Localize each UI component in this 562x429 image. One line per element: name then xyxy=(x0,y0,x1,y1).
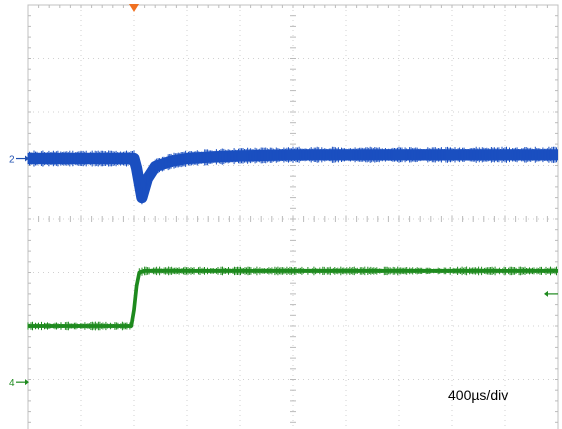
trace-area xyxy=(27,146,558,331)
marker-layer: 24 xyxy=(9,4,558,389)
trace-noise-channel-4 xyxy=(27,266,557,331)
channel-4-marker-arrowhead xyxy=(25,379,29,386)
timebase-label: 400µs/div xyxy=(448,387,508,403)
channel-4-marker-label: 4 xyxy=(9,378,15,389)
graticule xyxy=(27,4,559,429)
channel-2-marker-arrowhead xyxy=(25,155,29,162)
trigger-level-marker xyxy=(544,290,548,297)
channel-2-marker-label: 2 xyxy=(9,155,15,166)
trace-channel-4 xyxy=(28,269,558,328)
trigger-position-marker xyxy=(129,4,139,12)
